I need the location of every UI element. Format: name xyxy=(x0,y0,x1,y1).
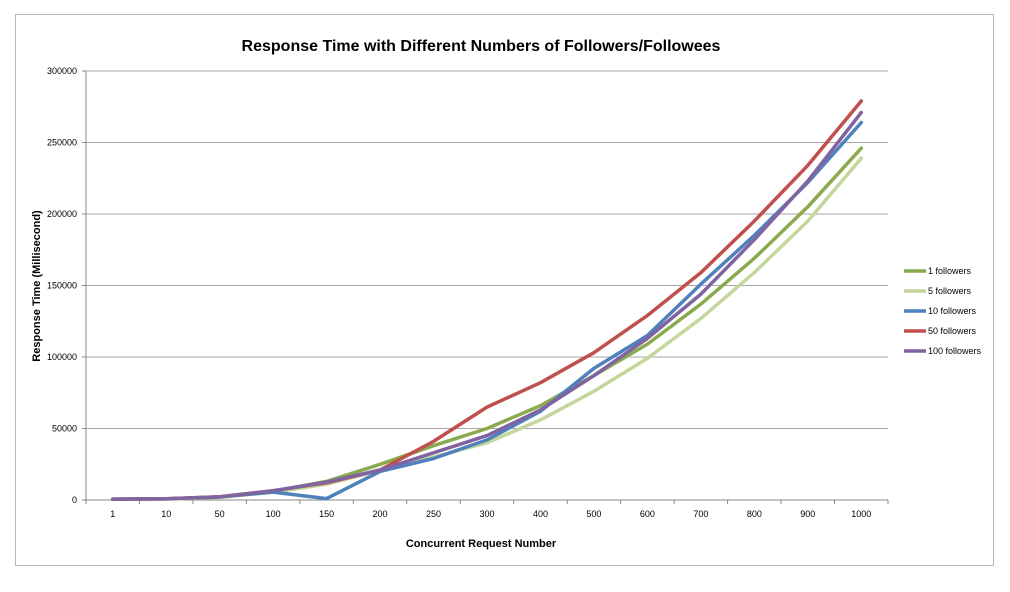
series-line xyxy=(110,110,864,502)
x-tick-label: 600 xyxy=(640,509,655,519)
y-tick-label: 300000 xyxy=(47,66,77,76)
y-tick-label: 50000 xyxy=(52,424,77,434)
legend-label: 100 followers xyxy=(928,346,982,356)
x-tick-label: 900 xyxy=(800,509,815,519)
x-tick-label: 150 xyxy=(319,509,334,519)
x-tick-label: 100 xyxy=(266,509,281,519)
x-tick-label: 200 xyxy=(373,509,388,519)
x-tick-label: 500 xyxy=(586,509,601,519)
x-tick-label: 800 xyxy=(747,509,762,519)
legend: 1 followers 5 followers 10 followers 50 fol… xyxy=(904,266,982,356)
x-tick-label: 250 xyxy=(426,509,441,519)
x-axis: 1 10 50 100 150 200 250 300 400 500 600 700 800 900 10… xyxy=(85,500,889,519)
legend-label: 1 followers xyxy=(928,266,972,276)
y-tick-label: 150000 xyxy=(47,281,77,291)
y-tick-label: 250000 xyxy=(47,138,77,148)
legend-label: 50 followers xyxy=(928,326,977,336)
x-tick-label: 400 xyxy=(533,509,548,519)
series-lines xyxy=(110,99,864,502)
x-axis-label: Concurrent Request Number xyxy=(406,538,557,550)
x-tick-label: 1000 xyxy=(851,509,871,519)
legend-label: 5 followers xyxy=(928,286,972,296)
series-line xyxy=(110,156,864,502)
x-tick-label: 10 xyxy=(161,509,171,519)
series-line xyxy=(110,146,864,502)
chart-title: Response Time with Different Numbers of … xyxy=(242,38,721,55)
y-tick-label: 100000 xyxy=(47,352,77,362)
x-tick-label: 700 xyxy=(693,509,708,519)
x-tick-label: 300 xyxy=(479,509,494,519)
x-tick-label: 1 xyxy=(110,509,115,519)
grid-lines xyxy=(86,70,888,501)
y-tick-label: 200000 xyxy=(47,209,77,219)
y-axis-label: Response Time (Millisecond) xyxy=(31,210,43,362)
x-tick-label: 50 xyxy=(215,509,225,519)
legend-label: 10 followers xyxy=(928,306,977,316)
y-tick-label: 0 xyxy=(72,495,77,505)
y-axis: 0 50000 100000 150000 200000 250000 300000 xyxy=(47,66,87,505)
line-chart: Response Time with Different Numbers of … xyxy=(31,38,982,550)
chart-frame: Response Time with Different Numbers of … xyxy=(15,14,994,566)
